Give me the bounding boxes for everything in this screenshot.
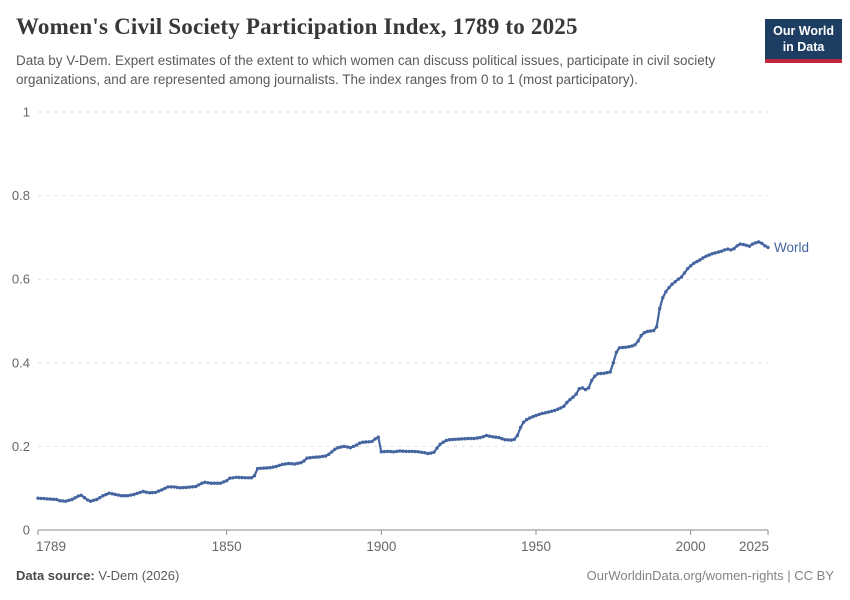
x-tick-label: 2025 [739, 539, 769, 554]
world-series-points[interactable] [36, 240, 770, 503]
y-tick-label: 0.4 [12, 355, 30, 370]
owid-logo-line1: Our World [773, 24, 834, 38]
chart-footer: Data source: V-Dem (2026) OurWorldinData… [16, 568, 834, 583]
owid-logo-line2: in Data [782, 40, 825, 55]
world-series-line[interactable] [36, 240, 770, 503]
chart-subtitle: Data by V-Dem. Expert estimates of the e… [16, 53, 716, 88]
x-tick-label: 1789 [36, 539, 66, 554]
y-tick-label: 0.6 [12, 272, 30, 287]
y-tick-label: 0.2 [12, 439, 30, 454]
x-tick-label: 2000 [676, 539, 706, 554]
world-series-label[interactable]: World [774, 240, 809, 255]
y-tick-label: 1 [23, 105, 30, 120]
owid-logo[interactable]: Our World in Data [765, 19, 842, 63]
data-source-note: Data source: V-Dem (2026) [16, 568, 179, 583]
y-tick-label: 0 [23, 523, 30, 538]
footer-credit-link[interactable]: OurWorldinData.org/women-rights | CC BY [586, 568, 834, 583]
x-tick-label: 1850 [212, 539, 242, 554]
y-tick-label: 0.8 [12, 188, 30, 203]
participation-index-line-chart[interactable]: 0 0.2 0.4 0.6 0.8 1 1789 1850 1900 1950 2000 2025 Wo… [0, 100, 850, 560]
data-source-value: V-Dem (2026) [94, 568, 180, 583]
x-tick-label: 1900 [366, 539, 396, 554]
page-title: Women's Civil Society Participation Inde… [16, 14, 578, 39]
data-source-label: Data source: [16, 568, 95, 583]
x-tick-label: 1950 [521, 539, 551, 554]
